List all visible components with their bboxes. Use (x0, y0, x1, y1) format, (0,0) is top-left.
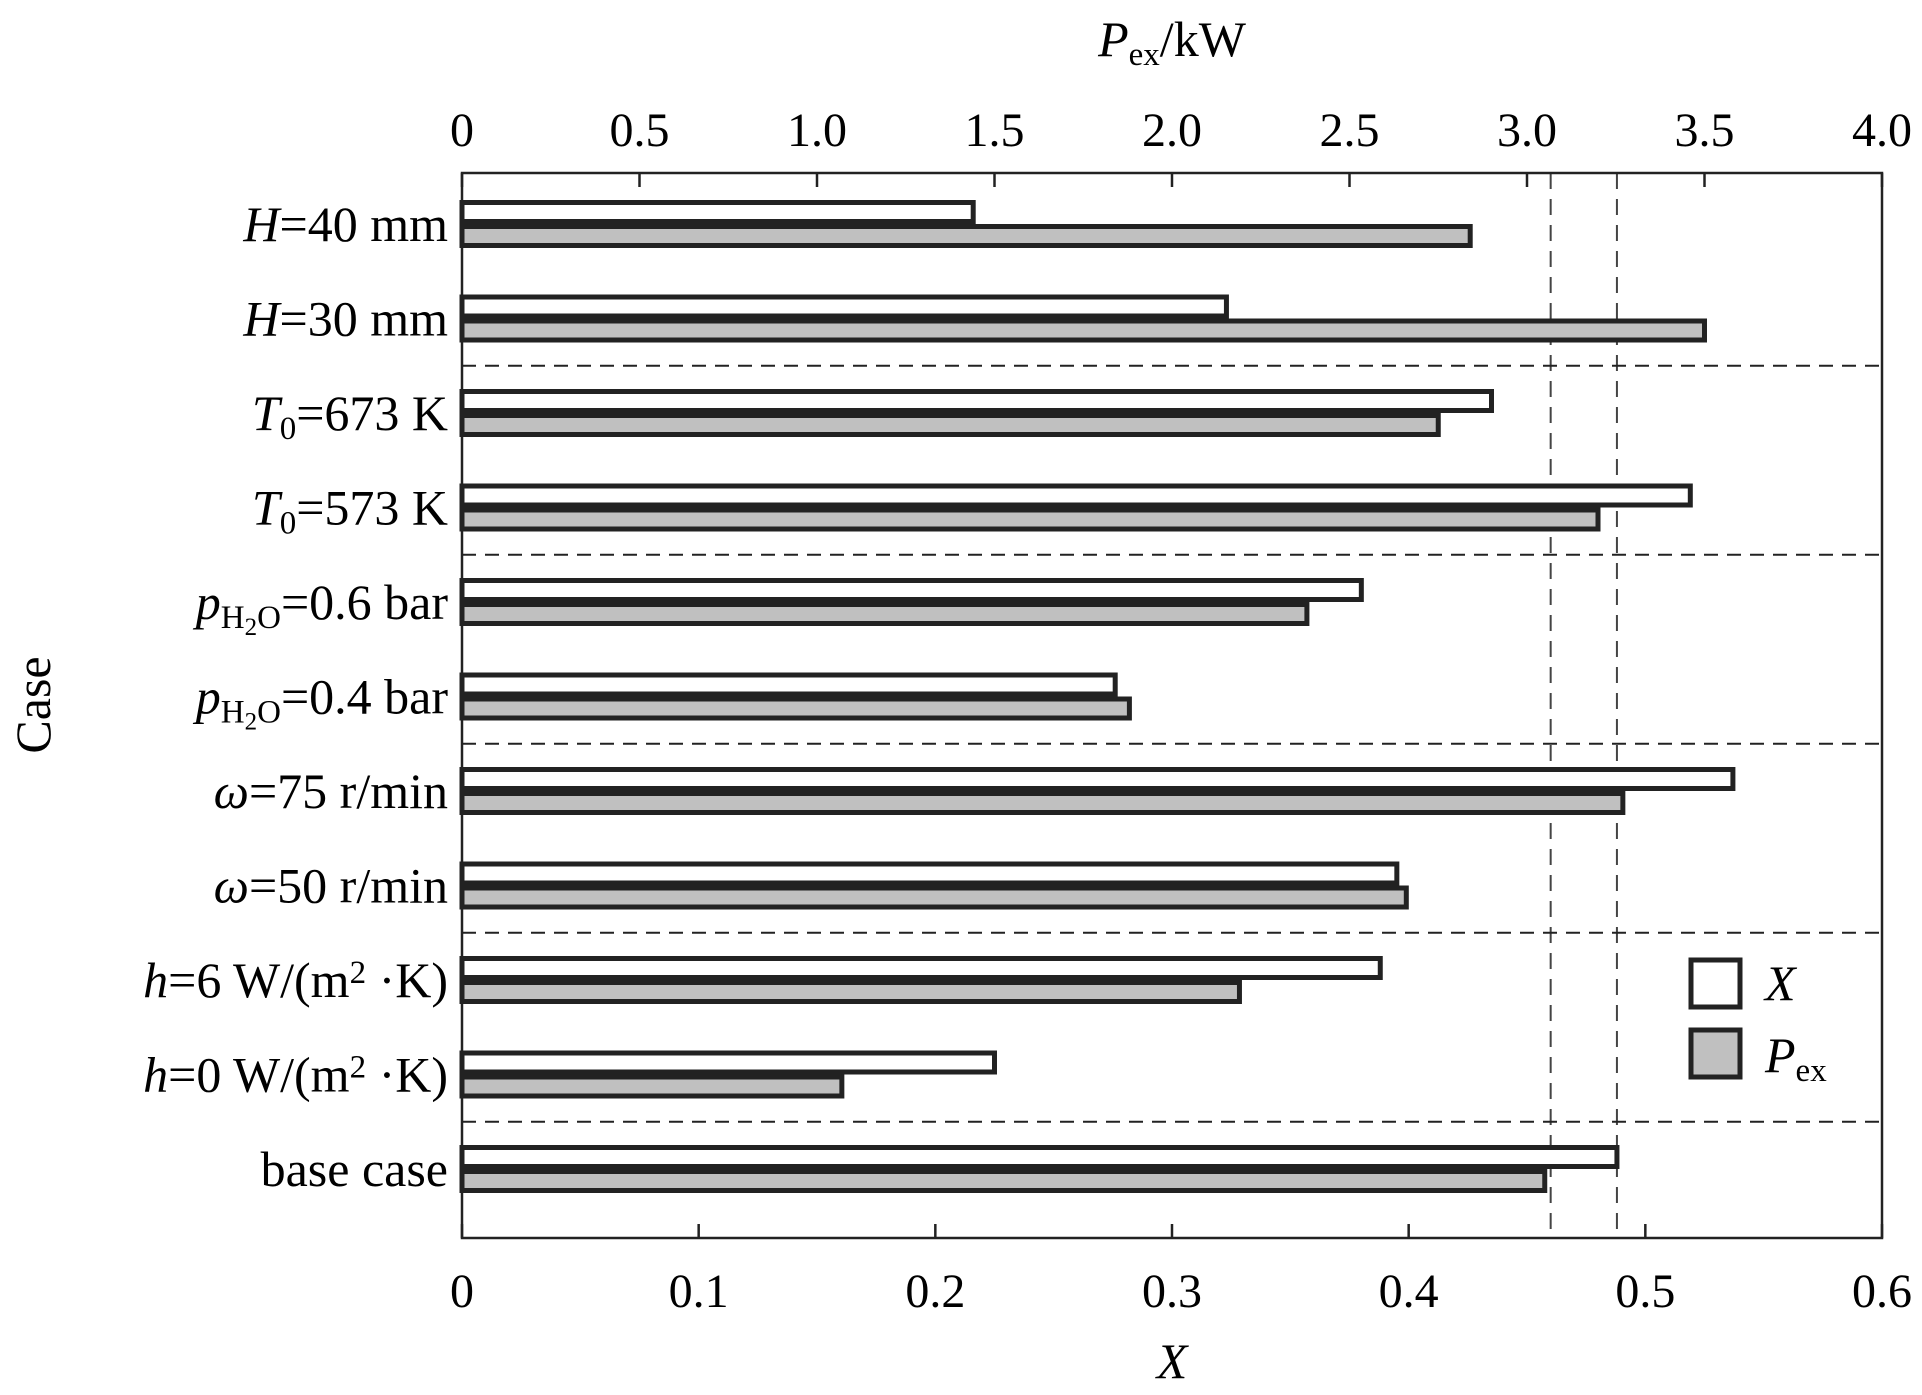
x-tick-label: 0.1 (669, 1265, 729, 1318)
legend: X Pex (1688, 955, 1827, 1089)
legend-label-pex: Pex (1764, 1027, 1827, 1089)
top-tick-label: 1.5 (965, 104, 1025, 157)
bar-x-10 (459, 1145, 1620, 1169)
top-tick-label: 2.0 (1142, 104, 1202, 157)
bar-x-7 (459, 861, 1400, 886)
legend-swatch-pex (1688, 1027, 1743, 1080)
category-label: H=40 mm (242, 196, 448, 252)
x-tick-label: 0.6 (1852, 1265, 1912, 1318)
reference-lines (1549, 173, 1618, 1238)
bar-pex-7 (459, 885, 1409, 910)
group-separators (462, 364, 1882, 1123)
category-label: base case (261, 1141, 448, 1197)
bar-pex-2 (459, 413, 1441, 437)
top-tick-label: 3.5 (1675, 104, 1735, 157)
top-axis-title: Pex/kW (1097, 11, 1247, 73)
bar-x-5 (459, 672, 1118, 697)
top-tick-label: 0 (450, 104, 474, 157)
y-axis-title: Case (5, 656, 61, 753)
category-labels: H=40 mm H=30 mm T0=673 K T0=573 K pH2O=0.6 b… (143, 196, 448, 1197)
bar-x-3 (459, 483, 1693, 508)
x-tick-label: 0.4 (1379, 1265, 1439, 1318)
x-tick-label: 0.5 (1615, 1265, 1675, 1318)
bar-x-0 (459, 200, 976, 224)
legend-label-x: X (1763, 955, 1798, 1011)
bar-pex-9 (459, 1074, 845, 1099)
x-axis-title: X (1155, 1333, 1190, 1389)
category-label: T0=573 K (252, 480, 448, 542)
bar-x-4 (459, 578, 1364, 602)
category-label: H=30 mm (242, 291, 448, 347)
category-label: h=6 W/(m2 ·K) (143, 952, 448, 1008)
category-label: pH2O=0.6 bar (193, 574, 449, 641)
category-label: ω=50 r/min (214, 858, 448, 914)
top-tick-label: 3.0 (1497, 104, 1557, 157)
bar-x-2 (459, 389, 1494, 413)
top-tick-label: 4.0 (1852, 104, 1912, 157)
bars (459, 200, 1736, 1193)
legend-swatch-x (1688, 957, 1743, 1010)
top-tick-label: 0.5 (610, 104, 670, 157)
top-tick-label: 2.5 (1320, 104, 1380, 157)
bar-x-6 (459, 767, 1736, 791)
x-tick-label: 0.3 (1142, 1265, 1202, 1318)
category-label: pH2O=0.4 bar (193, 669, 449, 736)
bar-x-1 (459, 294, 1229, 319)
bar-pex-5 (459, 696, 1132, 721)
x-tick-label: 0 (450, 1265, 474, 1318)
bar-x-8 (459, 956, 1383, 980)
bar-pex-6 (459, 791, 1626, 815)
bar-pex-10 (459, 1169, 1548, 1193)
bar-pex-1 (459, 318, 1707, 343)
axis-ticks: 0 0.1 0.2 0.3 0.4 0.5 0.6 0 0.5 1.0 1.5 2.0 2.5 3.0 3.… (450, 104, 1912, 1318)
category-label: T0=673 K (252, 385, 448, 447)
x-tick-label: 0.2 (905, 1265, 965, 1318)
category-label: h=0 W/(m2 ·K) (143, 1047, 448, 1103)
bar-pex-0 (459, 224, 1473, 248)
bar-pex-8 (459, 980, 1242, 1004)
bar-pex-4 (459, 602, 1310, 626)
category-label: ω=75 r/min (214, 763, 448, 819)
bar-pex-3 (459, 507, 1601, 532)
top-tick-label: 1.0 (787, 104, 847, 157)
bar-x-9 (459, 1050, 997, 1075)
